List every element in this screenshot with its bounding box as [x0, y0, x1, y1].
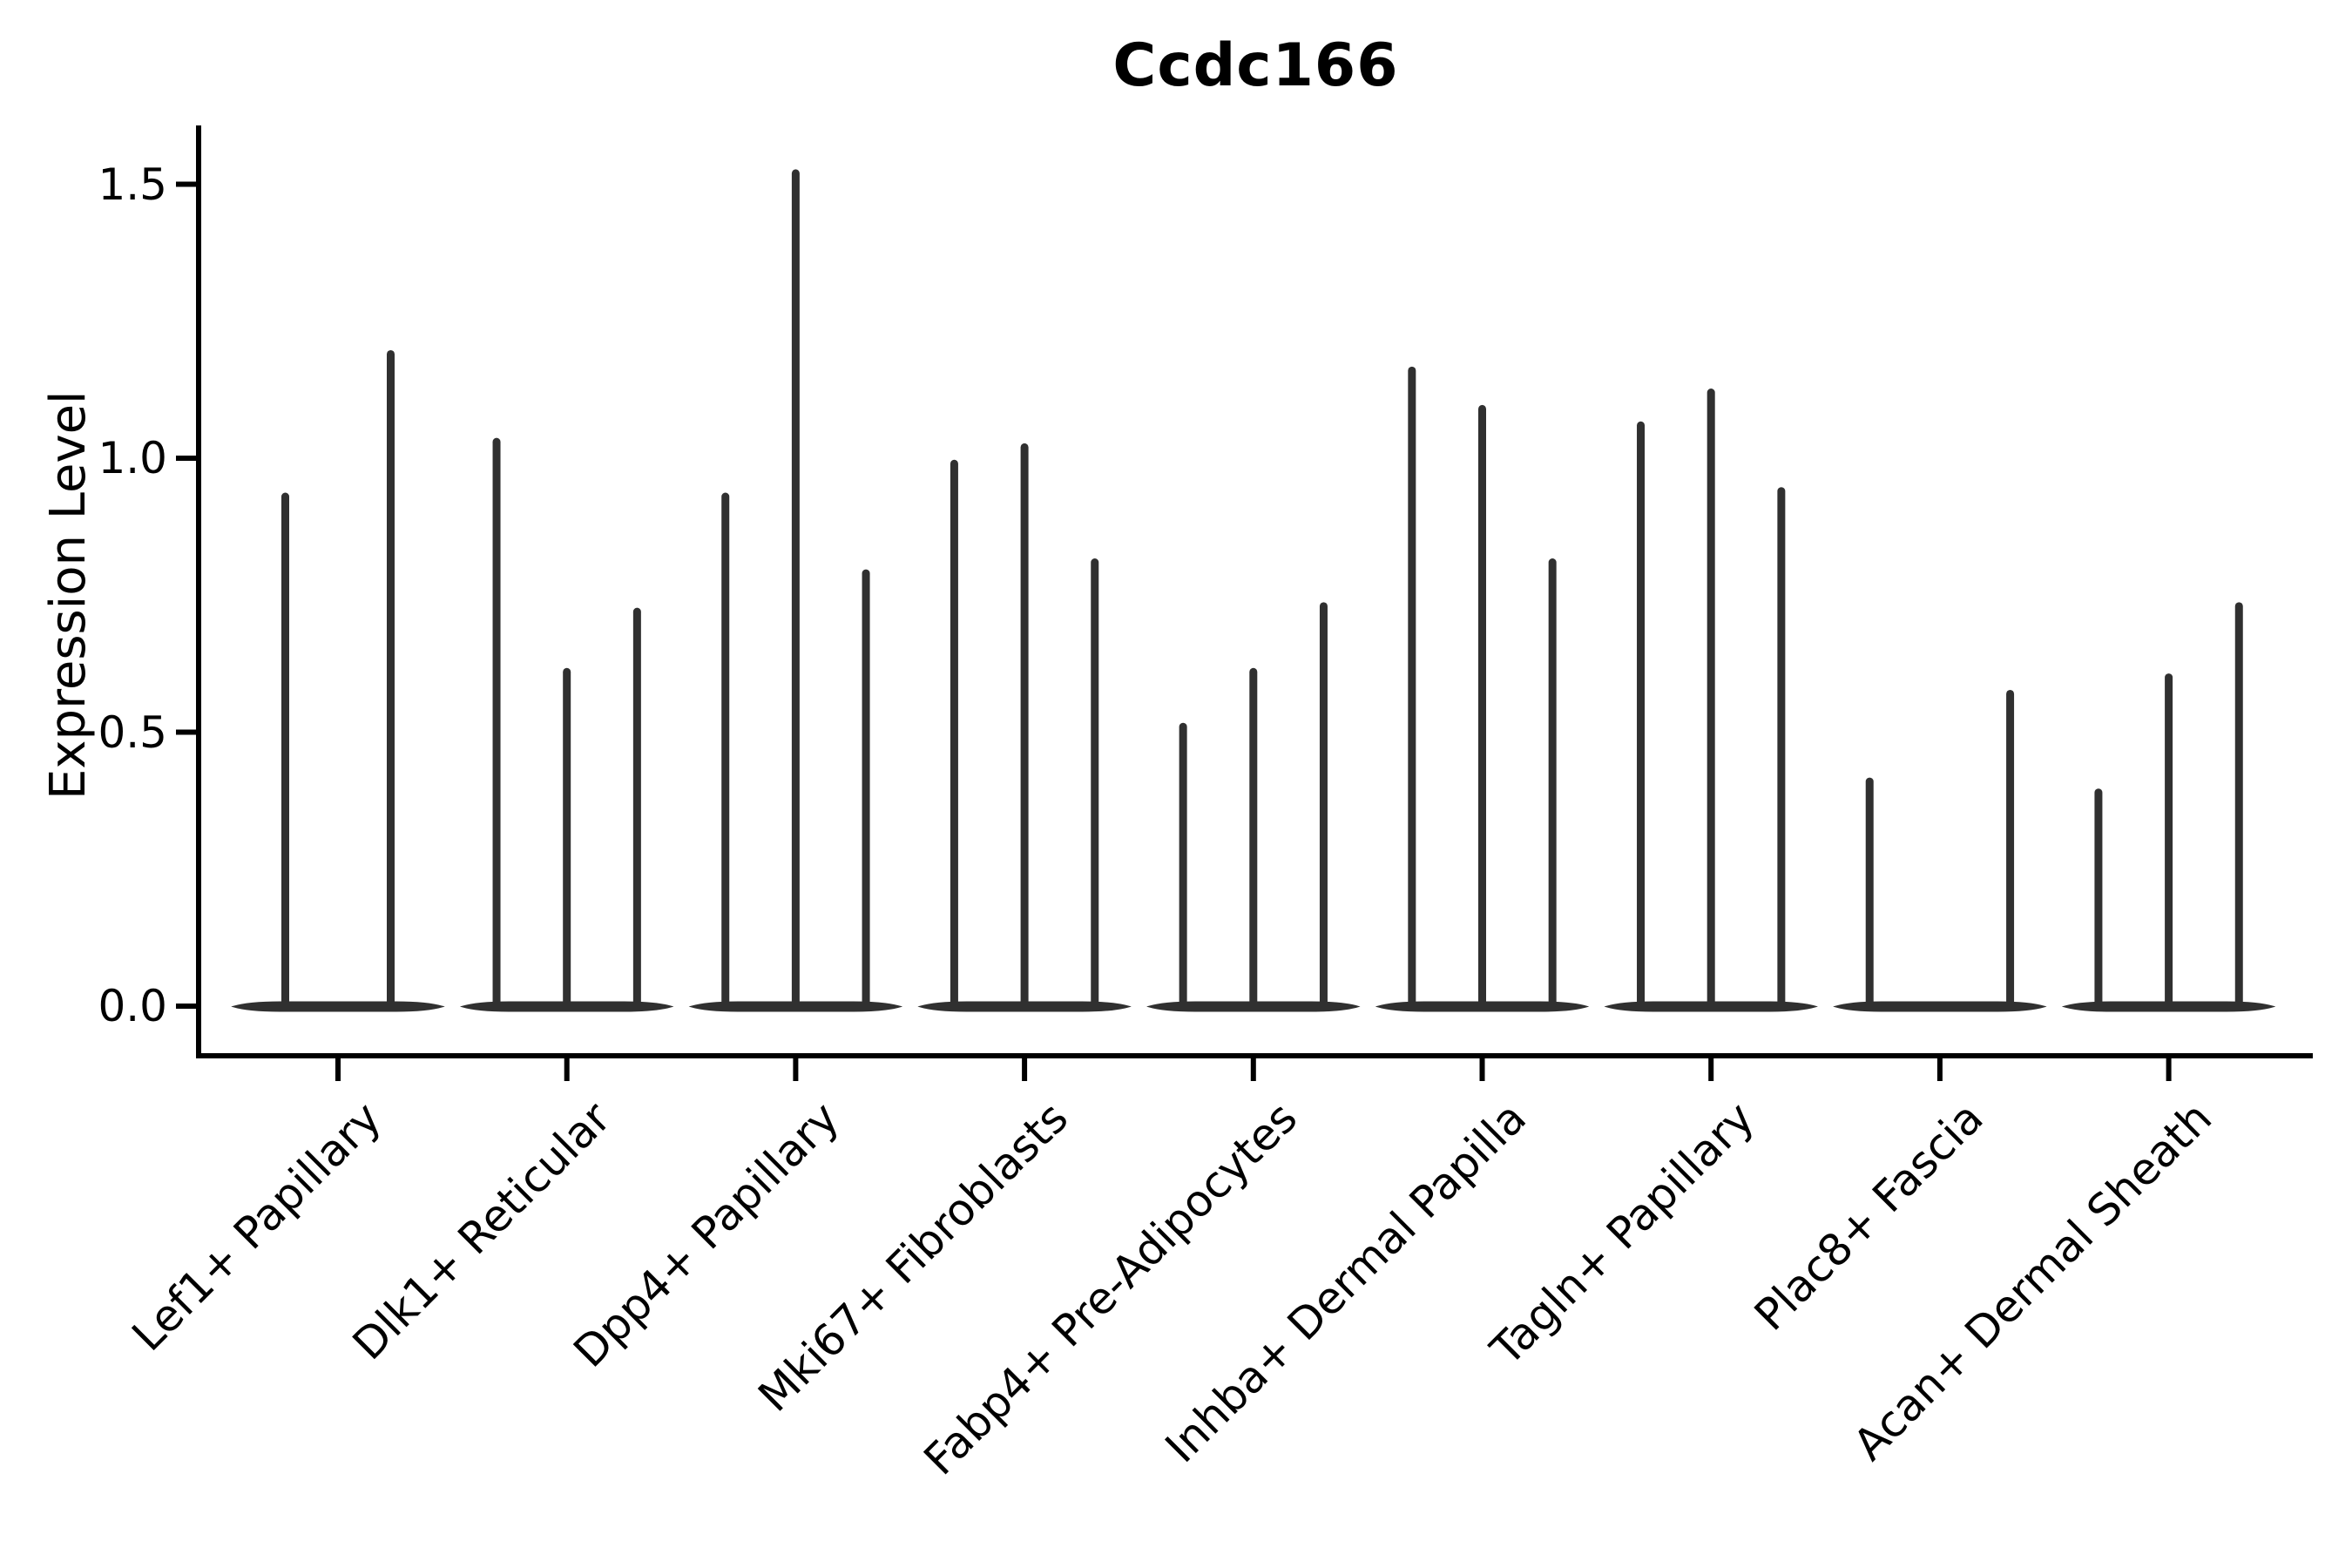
y-tick-label: 1.0 [98, 433, 167, 483]
chart-title: Ccdc166 [1112, 31, 1399, 100]
violin-base [231, 1001, 445, 1012]
y-tick-label: 1.5 [98, 159, 167, 210]
y-tick-label: 0.5 [98, 706, 167, 758]
y-tick-label: 0.0 [98, 981, 167, 1031]
